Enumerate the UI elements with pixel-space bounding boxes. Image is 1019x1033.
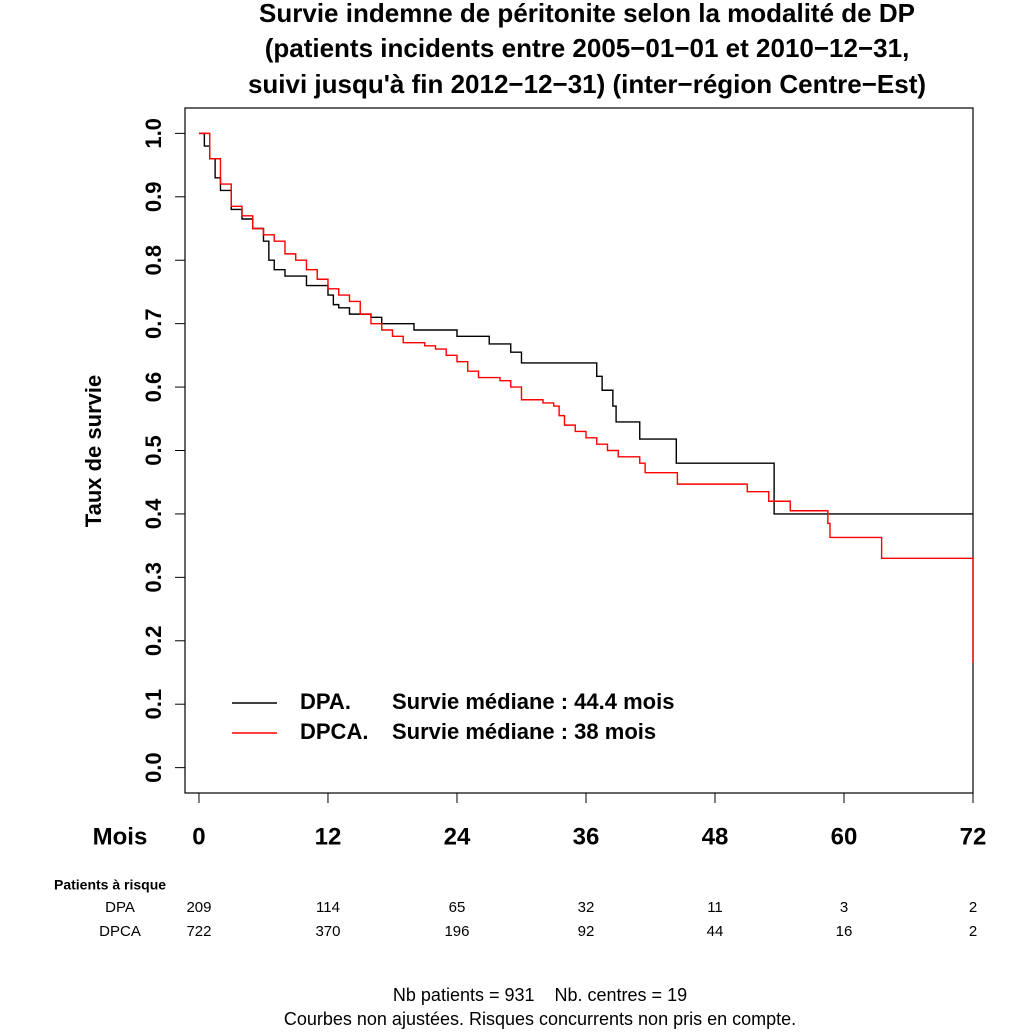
y-tick-label: 0.8 [141,245,166,276]
x-tick-label: 24 [444,823,471,850]
y-tick-label: 0.4 [141,498,166,529]
risk-count: 11 [707,899,723,916]
risk-count: 2 [969,899,977,916]
risk-count: 32 [578,899,595,916]
risk-count: 65 [449,899,466,916]
y-tick-label: 0.7 [141,308,166,339]
risk-row-label: DPCA [99,923,141,940]
legend-label: DPA. [300,689,351,714]
risk-count: 370 [315,923,340,940]
x-tick-label: 0 [192,823,205,850]
legend-text: Survie médiane : 38 mois [392,719,656,744]
risk-count: 196 [444,923,469,940]
survival-curve [198,132,974,663]
x-tick-label: 12 [315,823,342,850]
legend-text: Survie médiane : 44.4 mois [392,689,674,714]
y-tick-label: 0.1 [141,689,166,720]
y-tick-label: 0.2 [141,625,166,656]
footer-note: Courbes non ajustées. Risques concurrent… [284,1009,796,1029]
risk-table-title: Patients à risque [54,877,166,893]
chart-title: suivi jusqu'à fin 2012−12−31) (inter−rég… [248,69,926,99]
y-tick-label: 0.0 [141,752,166,783]
risk-count: 44 [707,923,724,940]
x-axis-label: Mois [93,823,148,850]
y-tick-label: 0.9 [141,181,166,212]
risk-count: 209 [186,899,211,916]
risk-count: 3 [840,899,848,916]
risk-count: 16 [836,923,853,940]
chart-title: Survie indemne de péritonite selon la mo… [259,0,915,28]
legend-label: DPCA. [300,719,368,744]
x-tick-label: 48 [702,823,729,850]
x-tick-label: 72 [960,823,987,850]
survival-curve [198,132,973,515]
x-tick-label: 36 [573,823,600,850]
chart-title: (patients incidents entre 2005−01−01 et … [265,33,910,63]
y-tick-label: 0.6 [141,372,166,403]
x-tick-label: 60 [831,823,858,850]
risk-count: 92 [578,923,595,940]
y-tick-label: 0.5 [141,435,166,466]
risk-row-label: DPA [105,899,135,916]
risk-count: 114 [316,899,340,916]
y-tick-label: 0.3 [141,562,166,593]
footer-note: Nb patients = 931 Nb. centres = 19 [393,985,687,1005]
risk-count: 2 [969,923,977,940]
y-axis-label: Taux de survie [81,375,106,527]
risk-count: 722 [186,923,211,940]
y-tick-label: 1.0 [141,118,166,149]
